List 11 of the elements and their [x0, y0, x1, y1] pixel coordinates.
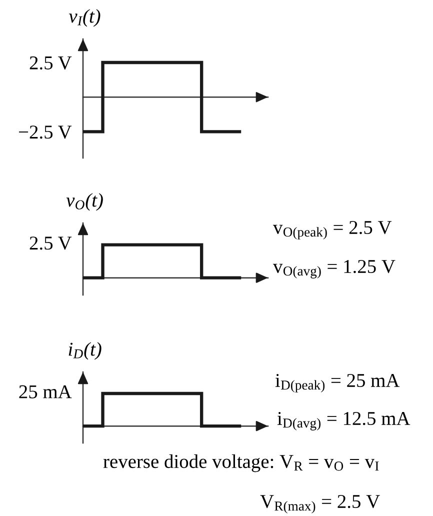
text: 25 mA [19, 385, 72, 398]
text: v$_{O(peak)}$ = 2.5 V [273, 220, 392, 240]
y-axis-title: v$_{I}$(t) [68, 9, 100, 27]
y-axis-title: v$_{O}$(t) [66, 193, 103, 211]
text: i$_{D(peak)}$ = 25 mA [275, 374, 400, 392]
text: v$_{O(avg)}$ = 1.25 V [273, 260, 396, 278]
text: reverse diode voltage: V$_{R}$ = v$_{O}$ = v$_{I}$ [103, 454, 379, 472]
y-tick-label: −2.5 V [19, 126, 72, 139]
text: V$_{R(max)}$ = 2.5 V [260, 494, 380, 514]
text: i$_{D(avg)}$ = 12.5 mA [277, 412, 410, 430]
y-axis-title: i$_{D}$(t) [68, 342, 102, 360]
